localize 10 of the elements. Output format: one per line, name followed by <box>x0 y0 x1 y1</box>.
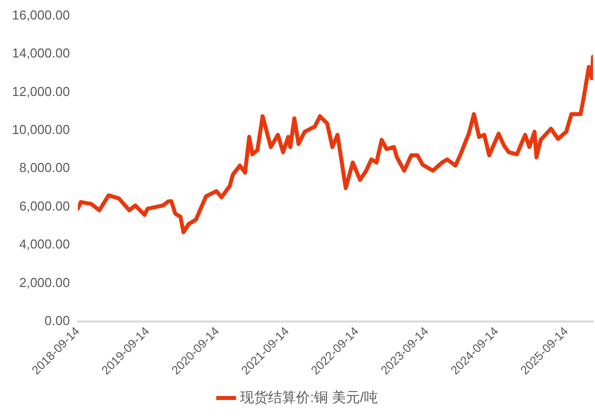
y-tick-label: 10,000.00 <box>12 122 70 137</box>
y-tick-label: 4,000.00 <box>19 236 70 252</box>
y-tick-label: 16,000.00 <box>12 7 70 22</box>
y-tick-label: 2,000.00 <box>19 274 70 290</box>
y-tick-label: 6,000.00 <box>19 198 70 214</box>
y-tick-label: 0.00 <box>44 312 70 328</box>
legend-label: 现货结算价:铜 美元/吨 <box>240 388 378 405</box>
y-tick-label: 8,000.00 <box>19 160 70 176</box>
y-tick-label: 14,000.00 <box>12 46 70 61</box>
y-tick-label: 12,000.00 <box>12 84 70 99</box>
